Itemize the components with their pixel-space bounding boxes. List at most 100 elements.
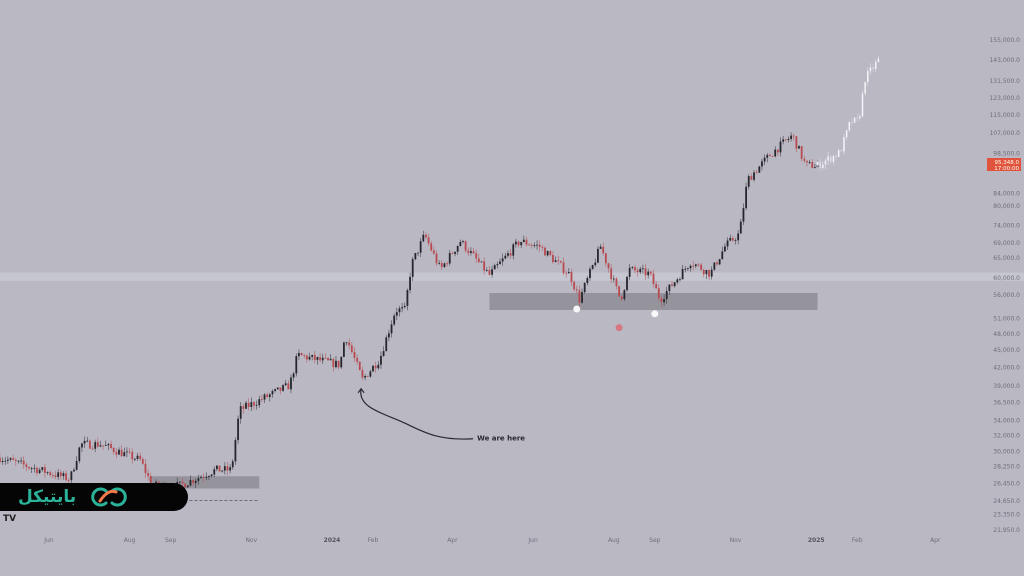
candle [520, 242, 523, 246]
candle [567, 271, 570, 274]
candle [110, 443, 112, 448]
projection-candle [829, 156, 832, 162]
candle [604, 253, 607, 264]
candle [274, 389, 277, 391]
support-zone [489, 292, 818, 310]
candle [686, 268, 689, 270]
y-tick-label: 51,000.0 [993, 316, 1020, 323]
candle [628, 267, 631, 277]
candle [753, 172, 755, 180]
candle [253, 402, 255, 406]
candle [266, 394, 269, 397]
projection-candle [859, 116, 861, 119]
candle [337, 360, 340, 368]
candle [268, 394, 271, 397]
candle [20, 460, 22, 462]
candle [234, 440, 237, 462]
candle [440, 262, 443, 267]
candle [620, 296, 623, 300]
y-tick-label: 24,650.0 [993, 498, 1020, 505]
y-tick-label: 65,000.0 [993, 255, 1020, 262]
candle [94, 442, 97, 449]
candle [612, 278, 615, 280]
brand-banner: بایتیکل [0, 483, 188, 511]
candle [705, 270, 708, 275]
candle [38, 469, 41, 474]
annotation-arrow [360, 388, 474, 440]
y-tick-label: 98,500.0 [993, 151, 1020, 158]
y-tick-label: 28,250.0 [993, 464, 1020, 471]
candle [639, 268, 642, 273]
candle [377, 364, 380, 369]
candle [803, 158, 806, 161]
candle [451, 253, 454, 254]
projection-candle [851, 122, 853, 123]
candle [517, 241, 520, 246]
candle [565, 272, 568, 274]
candle [559, 261, 562, 263]
candle [721, 251, 724, 260]
candle [250, 402, 253, 407]
candle [75, 461, 78, 470]
candle [282, 385, 284, 391]
candle [562, 262, 565, 273]
candle [324, 357, 327, 359]
candle [374, 365, 377, 369]
candle [454, 251, 456, 254]
candle [618, 286, 620, 297]
candle [226, 466, 229, 471]
candle [642, 268, 644, 270]
annotation-label: We are here [477, 435, 525, 443]
y-tick-label: 23,350.0 [993, 512, 1020, 519]
candle [729, 238, 732, 241]
candle [491, 269, 493, 275]
candle [49, 472, 52, 476]
candle [28, 467, 30, 469]
x-axis[interactable]: Jun Aug Sep Nov 2024 Feb Apr Jun Aug Sep Nov 2025 Fe… [43, 537, 941, 544]
candle [443, 263, 446, 267]
candle [385, 337, 388, 352]
candle [417, 252, 419, 254]
chart-background-layer [0, 272, 1024, 501]
price-marker [651, 310, 659, 318]
candle [356, 357, 359, 362]
y-tick-label: 42,000.0 [993, 364, 1020, 371]
y-tick-label: 74,000.0 [993, 222, 1020, 229]
candle [676, 279, 679, 283]
candle [710, 269, 713, 277]
candle [702, 269, 705, 275]
candle [414, 253, 417, 260]
candle [499, 261, 501, 265]
candle [419, 241, 422, 253]
candle [583, 283, 586, 293]
candle [406, 290, 409, 306]
candle [372, 365, 374, 372]
candle [647, 271, 650, 276]
candle [25, 464, 28, 468]
y-tick-label: 21,950.0 [993, 527, 1020, 534]
y-tick-label: 131,500.0 [989, 78, 1020, 85]
candle [430, 243, 433, 251]
candle [425, 234, 427, 238]
candle [395, 312, 398, 316]
y-tick-label: 39,000.0 [993, 383, 1020, 390]
projection-candle [843, 137, 845, 152]
candle [512, 244, 515, 256]
candle [692, 265, 695, 267]
candle [205, 477, 208, 478]
projection-candle [822, 164, 824, 168]
candle [51, 475, 54, 476]
candle [774, 149, 777, 157]
candle [62, 473, 65, 477]
projection-candle [837, 150, 840, 157]
y-axis[interactable]: 155,000.0 143,000.0 131,500.0 123,000.0 115,… [987, 37, 1021, 534]
candle [231, 461, 234, 468]
x-tick-label: Nov [245, 537, 257, 544]
candle [197, 478, 200, 481]
candle [538, 244, 541, 247]
overlay-layer: We are here [357, 305, 659, 443]
candle [432, 250, 435, 254]
candle [133, 458, 136, 460]
candle [91, 448, 94, 450]
